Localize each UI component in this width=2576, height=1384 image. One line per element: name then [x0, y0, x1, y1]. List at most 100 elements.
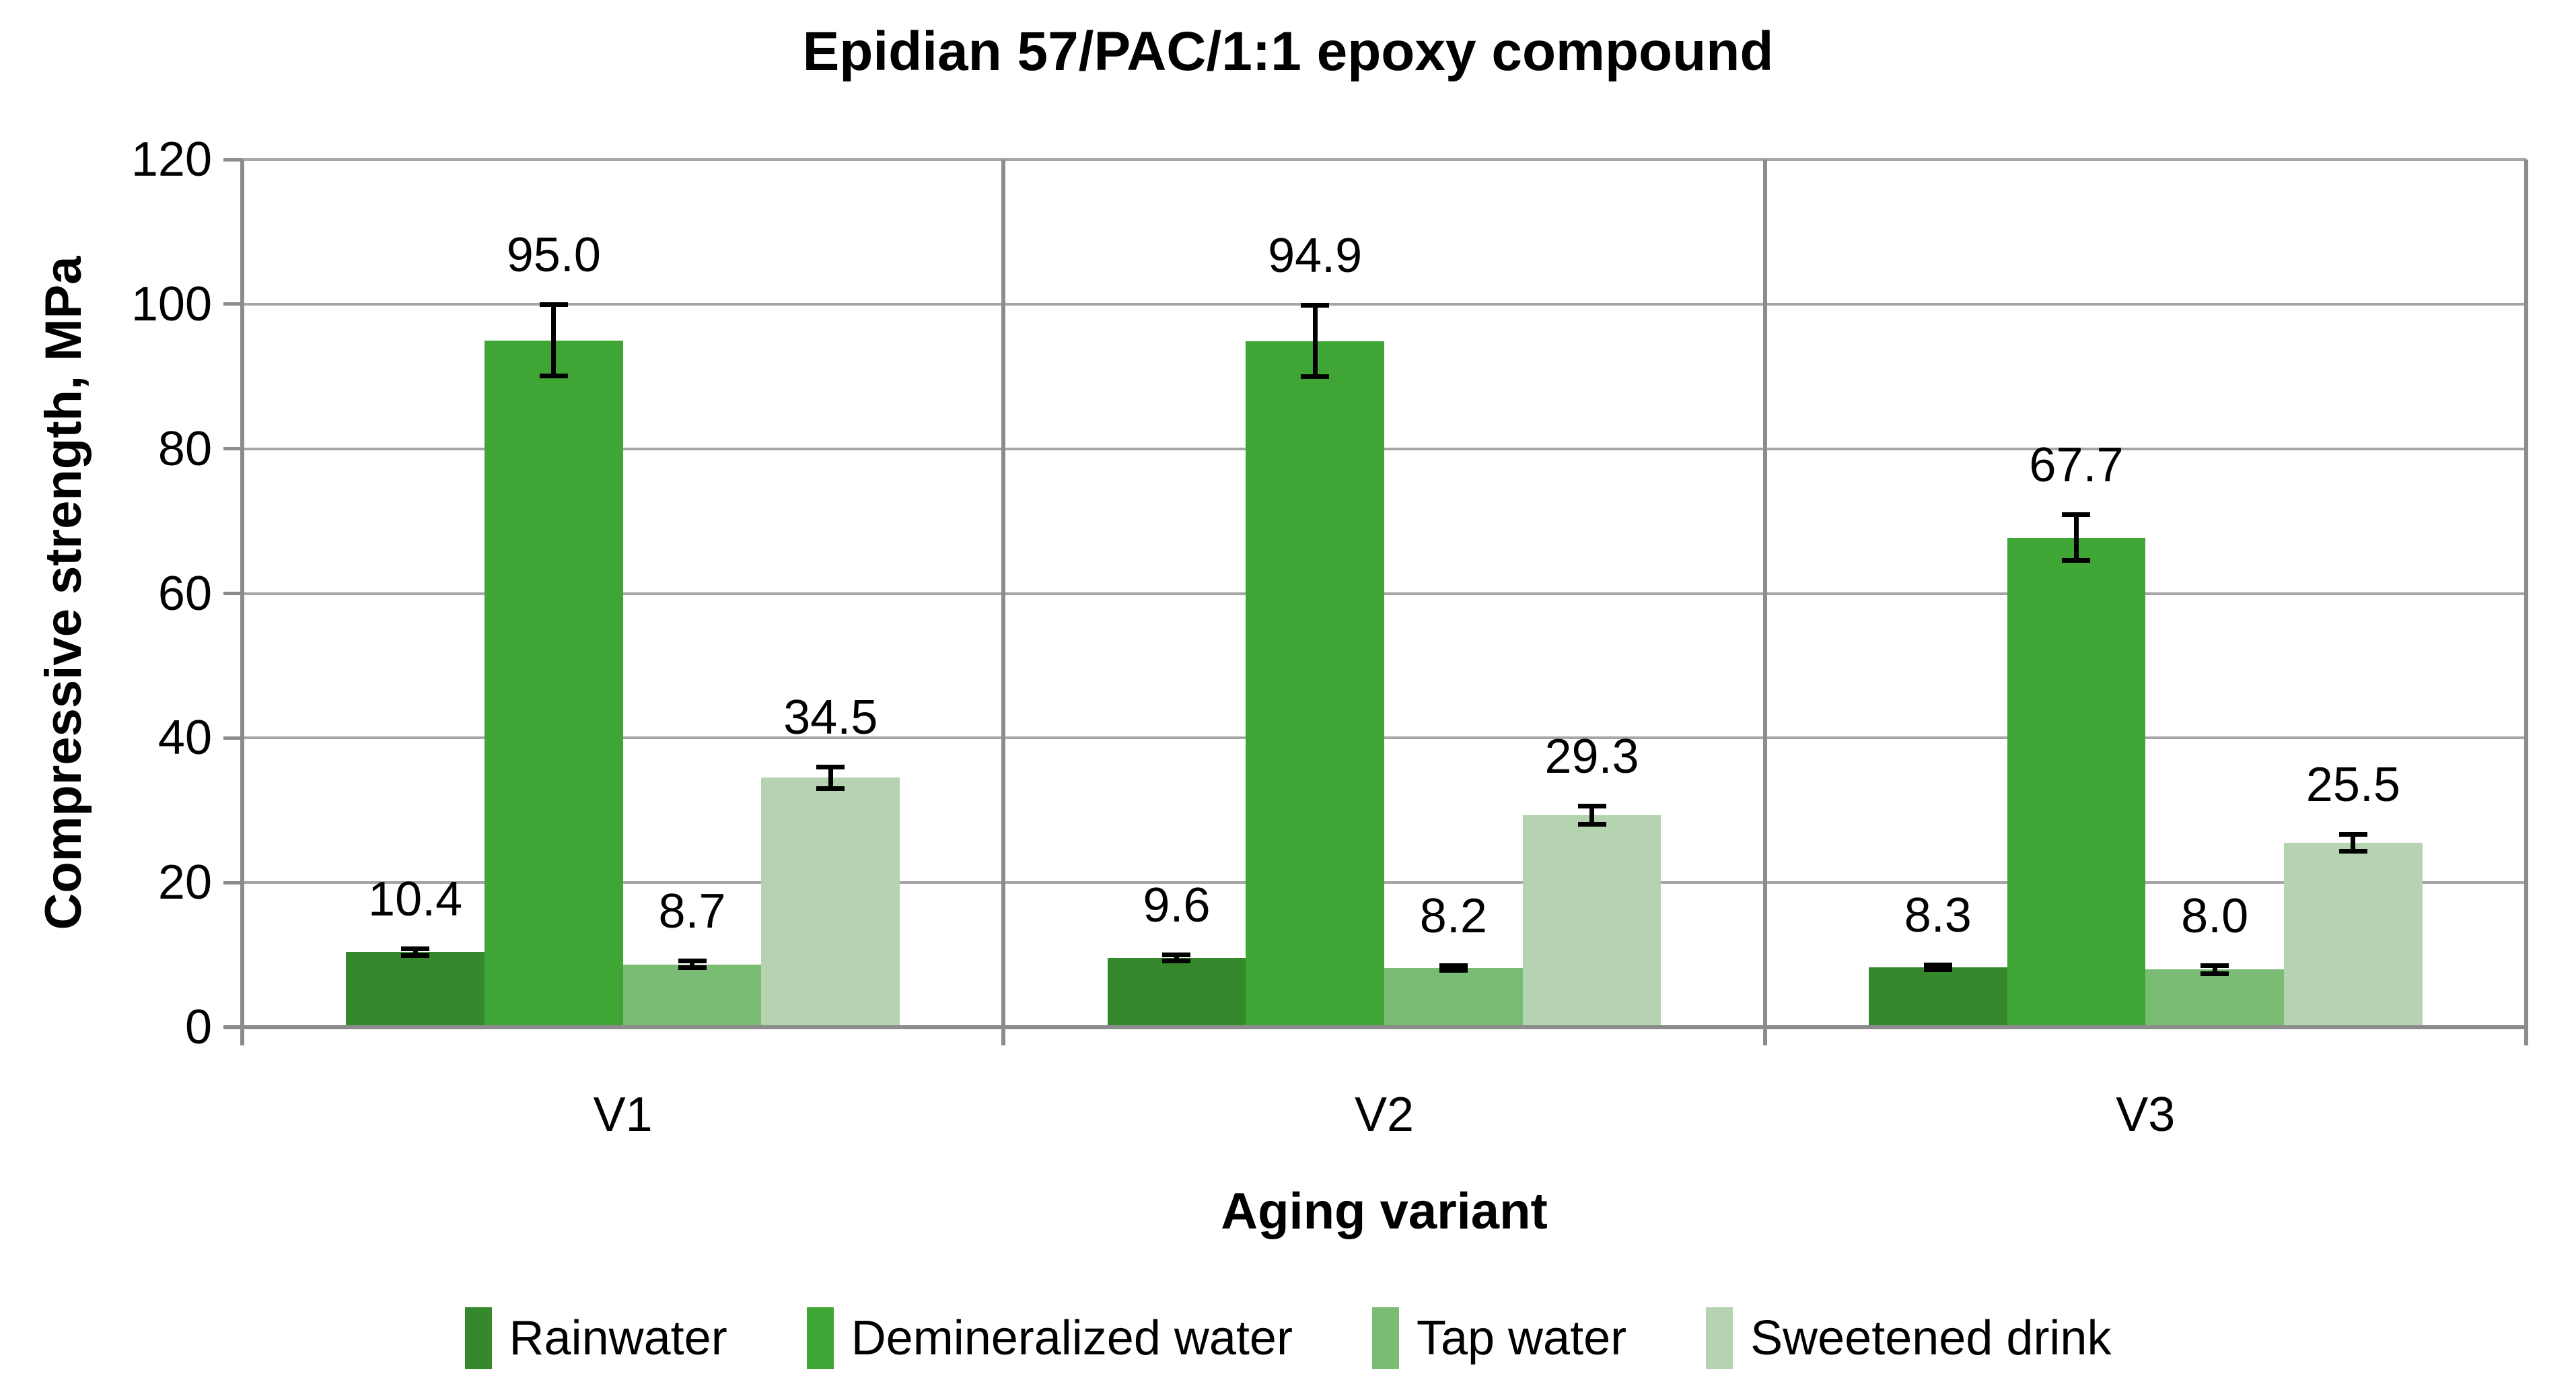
- x-axis-line: [223, 1025, 2528, 1029]
- gridline: [242, 158, 2526, 161]
- error-bar-cap: [2201, 971, 2229, 976]
- error-bar-cap: [1923, 967, 1952, 973]
- data-label: 8.2: [1419, 889, 1487, 943]
- error-bar-cap: [816, 765, 845, 770]
- data-label: 9.6: [1143, 878, 1211, 932]
- y-tick-label: 0: [184, 1000, 212, 1054]
- y-tick-label: 100: [131, 277, 212, 331]
- legend-item: Rainwater: [464, 1305, 727, 1372]
- error-bar-cap: [2062, 558, 2091, 563]
- data-label: 29.3: [1544, 730, 1639, 784]
- y-tick-label: 120: [131, 133, 212, 186]
- bar: [1384, 967, 1523, 1027]
- error-bar-line: [2073, 514, 2079, 561]
- data-label: 8.3: [1904, 888, 1972, 942]
- gridline: [242, 592, 2526, 595]
- bar: [2145, 969, 2285, 1027]
- error-bar-cap: [1577, 822, 1606, 827]
- bar: [2284, 843, 2423, 1027]
- bar: [484, 340, 623, 1027]
- legend-swatch-icon: [1706, 1307, 1733, 1369]
- category-separator: [240, 160, 244, 1045]
- legend-item: Demineralized water: [806, 1305, 1293, 1372]
- error-bar-line: [1451, 965, 1456, 971]
- gridline: [242, 447, 2526, 450]
- legend-label: Sweetened drink: [1750, 1311, 2112, 1365]
- x-axis-title: Aging variant: [1221, 1183, 1548, 1240]
- category-label: V2: [1354, 1088, 1415, 1142]
- error-bar-cap: [2338, 848, 2367, 854]
- legend-label: Demineralized water: [851, 1311, 1293, 1365]
- bar: [761, 777, 900, 1027]
- error-bar-cap: [1923, 962, 1952, 967]
- plot-area: 0 20 40 60 80 100 120 10.4 9.6 8.3 95.0 94.9 67.7 8.7…: [131, 133, 2528, 1142]
- y-tick-label: 20: [157, 856, 212, 910]
- y-tick-mark: [223, 880, 242, 885]
- y-tick-label: 60: [157, 566, 212, 621]
- legend-swatch-icon: [1371, 1307, 1399, 1369]
- legend-label: Rainwater: [509, 1311, 727, 1365]
- bar: [622, 964, 762, 1027]
- legend-label: Tap water: [1416, 1311, 1627, 1365]
- error-bar-cap: [2201, 963, 2229, 968]
- gridline: [242, 302, 2526, 306]
- error-bar-line: [413, 948, 418, 956]
- category-separator: [1001, 160, 1006, 1045]
- error-bar-line: [1589, 806, 1595, 825]
- error-bar-cap: [1301, 374, 1330, 380]
- error-bar-cap: [678, 959, 707, 964]
- y-tick-mark: [223, 736, 242, 740]
- error-bar-cap: [2338, 832, 2367, 837]
- y-tick-label: 80: [157, 421, 212, 476]
- legend-item: Sweetened drink: [1706, 1305, 2111, 1372]
- data-label: 34.5: [783, 691, 878, 745]
- error-bar-cap: [816, 786, 845, 791]
- error-bar-line: [1174, 954, 1179, 962]
- bar: [2007, 537, 2146, 1027]
- legend-item: Tap water: [1371, 1305, 1627, 1372]
- data-label: 25.5: [2305, 758, 2400, 812]
- error-bar-cap: [401, 946, 430, 951]
- data-label: 94.9: [1268, 228, 1363, 283]
- chart-title: Epidian 57/PAC/1:1 epoxy compound: [802, 21, 1774, 82]
- error-bar-cap: [539, 302, 568, 307]
- bar: [1107, 957, 1246, 1027]
- bar: [1868, 967, 2007, 1027]
- y-tick-mark: [223, 158, 242, 162]
- data-label: 10.4: [368, 872, 463, 926]
- bar: [1246, 341, 1384, 1027]
- error-bar-cap: [2062, 512, 2091, 518]
- y-tick-label: 40: [157, 711, 212, 765]
- error-bar-cap: [678, 965, 707, 970]
- data-label: 8.7: [658, 885, 726, 939]
- error-bar-line: [2351, 834, 2356, 852]
- bar: [346, 952, 485, 1027]
- error-bar-line: [551, 304, 557, 377]
- error-bar-line: [1935, 964, 1941, 971]
- category-label: V1: [593, 1088, 653, 1142]
- error-bar-cap: [401, 953, 430, 958]
- error-bar-cap: [1439, 968, 1468, 973]
- legend-swatch-icon: [806, 1307, 834, 1369]
- error-bar-cap: [1439, 963, 1468, 968]
- error-bar-cap: [1301, 302, 1330, 308]
- error-bar-line: [1312, 304, 1318, 378]
- legend-swatch-icon: [464, 1307, 492, 1369]
- gridline: [242, 881, 2526, 885]
- gridline: [242, 736, 2526, 740]
- category-label: V3: [2116, 1088, 2176, 1142]
- error-bar-cap: [1577, 804, 1606, 809]
- error-bar-line: [2212, 965, 2217, 974]
- category-separator: [2524, 160, 2528, 1045]
- data-label: 8.0: [2181, 889, 2249, 943]
- error-bar-line: [828, 767, 833, 789]
- y-tick-mark: [223, 447, 242, 451]
- y-tick-mark: [223, 592, 242, 595]
- bar: [1522, 815, 1661, 1027]
- error-bar-line: [690, 961, 694, 968]
- data-label: 95.0: [506, 228, 601, 282]
- error-bar-cap: [1162, 952, 1191, 957]
- error-bar-cap: [539, 374, 568, 379]
- data-label: 67.7: [2029, 438, 2124, 493]
